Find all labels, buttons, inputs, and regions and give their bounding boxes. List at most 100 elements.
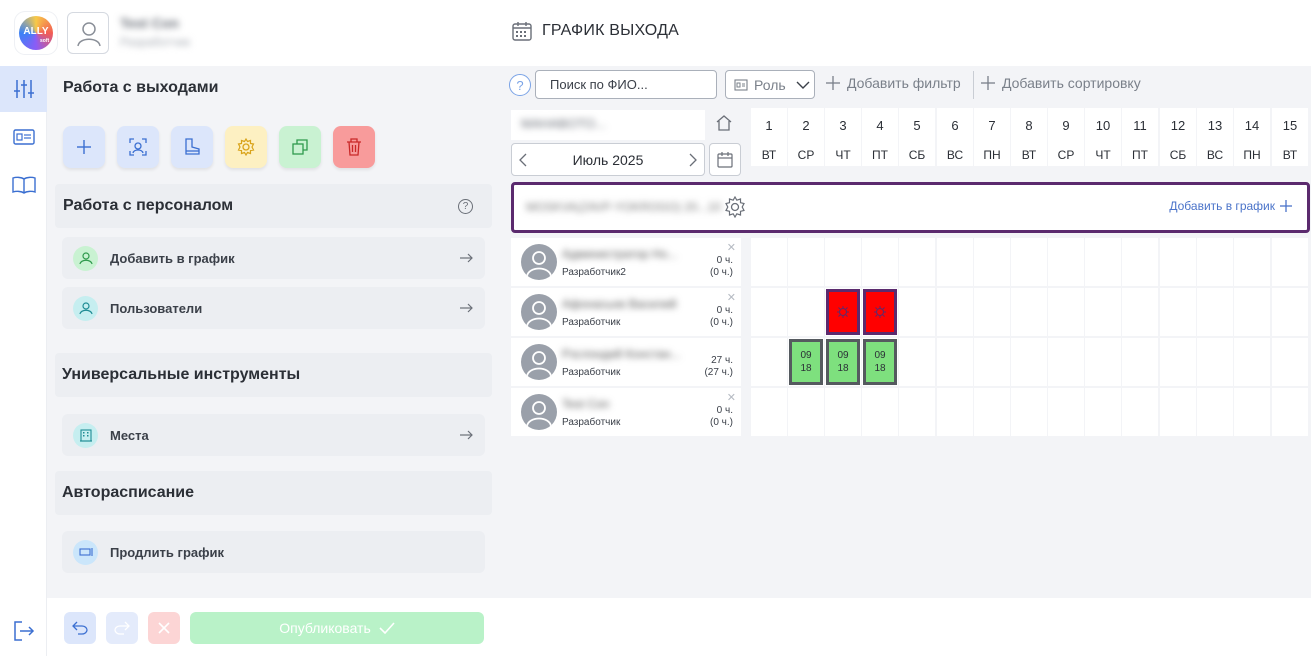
schedule-cell[interactable] [974,338,1010,386]
calendar-picker-button[interactable] [709,143,741,176]
menu-add-to-schedule[interactable]: Добавить в график [62,237,485,279]
schedule-cell[interactable] [937,288,973,336]
schedule-cell[interactable] [1197,288,1233,336]
employee-row[interactable]: Test Con Разработчик 0 ч. (0 ч.) ✕ [511,388,741,436]
schedule-cell[interactable] [1085,338,1121,386]
remove-employee-icon[interactable]: ✕ [726,392,736,404]
day-column-header[interactable]: 12 СБ [1160,108,1196,166]
work-shift[interactable]: 09 18 [789,339,823,385]
employee-row[interactable]: Рзслондий Констан... Разработчик 27 ч. (27 … [511,338,741,386]
schedule-cell[interactable] [1122,238,1158,286]
add-shift-button[interactable] [63,126,105,168]
employee-row[interactable]: Администратор Но... Разработчик2 0 ч. (0 ч.… [511,238,741,286]
schedule-cell[interactable] [974,238,1010,286]
schedule-cell[interactable] [1048,288,1084,336]
sliders-nav-button[interactable] [0,66,47,112]
boot-template-button[interactable] [171,126,213,168]
work-shift[interactable]: 09 18 [863,339,897,385]
day-column-header[interactable]: 4 ПТ [862,108,898,166]
day-column-header[interactable]: 9 СР [1048,108,1084,166]
remove-employee-icon[interactable]: ✕ [726,292,736,304]
day-column-header[interactable]: 3 ЧТ [825,108,861,166]
panel-scrollbar[interactable] [494,66,500,598]
add-sort-button[interactable]: Добавить сортировку [980,75,1141,91]
work-shift[interactable]: 09 18 [826,339,860,385]
schedule-cell[interactable] [1234,288,1270,336]
search-input[interactable] [535,70,717,99]
schedule-cell[interactable] [899,338,935,386]
schedule-cell[interactable] [862,388,898,436]
help-icon[interactable]: ? [509,74,531,96]
schedule-cell[interactable] [788,288,824,336]
schedule-cell[interactable] [1160,338,1196,386]
schedule-cell[interactable] [1197,338,1233,386]
settings-button[interactable] [225,126,267,168]
schedule-cell[interactable] [1160,388,1196,436]
redo-button[interactable] [106,612,138,644]
sick-leave-shift[interactable] [863,289,897,335]
schedule-cell[interactable] [974,288,1010,336]
schedule-cell[interactable] [937,238,973,286]
schedule-cell[interactable] [1122,338,1158,386]
role-select[interactable]: Роль [725,70,815,99]
day-column-header[interactable]: 6 ВС [937,108,973,166]
schedule-cell[interactable] [751,288,787,336]
schedule-cell[interactable] [1011,338,1047,386]
discard-button[interactable] [148,612,180,644]
schedule-cell[interactable] [1197,388,1233,436]
schedule-cell[interactable] [1011,288,1047,336]
day-column-header[interactable]: 14 ПН [1234,108,1270,166]
schedule-cell[interactable] [1048,388,1084,436]
sick-leave-shift[interactable] [826,289,860,335]
schedule-cell[interactable] [1122,388,1158,436]
schedule-cell[interactable] [899,388,935,436]
schedule-cell[interactable] [788,388,824,436]
schedule-cell[interactable] [899,288,935,336]
remove-employee-icon[interactable]: ✕ [726,242,736,254]
schedule-cell[interactable] [751,388,787,436]
schedule-cell[interactable] [825,388,861,436]
schedule-cell[interactable] [1272,238,1308,286]
place-row[interactable]: MOSKVA(ZAVP-YOKROGO) 20...10 Добавить в … [511,182,1310,233]
menu-users[interactable]: Пользователи [62,287,485,329]
schedule-cell[interactable] [751,338,787,386]
day-column-header[interactable]: 2 СР [788,108,824,166]
day-column-header[interactable]: 8 ВТ [1011,108,1047,166]
schedule-cell[interactable] [788,238,824,286]
schedule-cell[interactable] [1272,288,1308,336]
schedule-cell[interactable] [1122,288,1158,336]
add-filter-button[interactable]: Добавить фильтр [825,75,961,91]
schedule-cell[interactable] [1085,238,1121,286]
copy-button[interactable] [279,126,321,168]
schedule-cell[interactable] [1011,388,1047,436]
employee-row[interactable]: Афонасьев Василий Разработчик 0 ч. (0 ч.) ✕ [511,288,741,336]
menu-places[interactable]: Места [62,414,485,456]
schedule-cell[interactable] [974,388,1010,436]
assign-users-button[interactable] [117,126,159,168]
chevron-right-icon[interactable] [688,153,698,167]
schedule-cell[interactable] [1272,388,1308,436]
schedule-cell[interactable] [1085,288,1121,336]
schedule-cell[interactable] [1234,388,1270,436]
day-column-header[interactable]: 5 СБ [899,108,935,166]
schedule-cell[interactable] [1160,288,1196,336]
day-column-header[interactable]: 10 ЧТ [1085,108,1121,166]
schedule-cell[interactable] [1234,238,1270,286]
day-column-header[interactable]: 15 ВТ [1272,108,1308,166]
schedule-cell[interactable] [937,388,973,436]
schedule-cell[interactable] [937,338,973,386]
schedule-cell[interactable] [751,238,787,286]
day-column-header[interactable]: 1 ВТ [751,108,787,166]
chevron-left-icon[interactable] [518,153,528,167]
menu-extend-schedule[interactable]: Продлить график [62,531,485,573]
schedule-cell[interactable] [862,238,898,286]
staff-help-icon[interactable]: ? [458,199,473,214]
schedule-cell[interactable] [825,238,861,286]
id-card-nav-button[interactable] [0,114,47,160]
schedule-cell[interactable] [1085,388,1121,436]
schedule-cell[interactable] [1234,338,1270,386]
schedule-cell[interactable] [1197,238,1233,286]
gear-icon[interactable] [724,196,746,218]
publish-button[interactable]: Опубликовать [190,612,484,644]
app-logo[interactable]: ALLY soft [15,12,57,54]
